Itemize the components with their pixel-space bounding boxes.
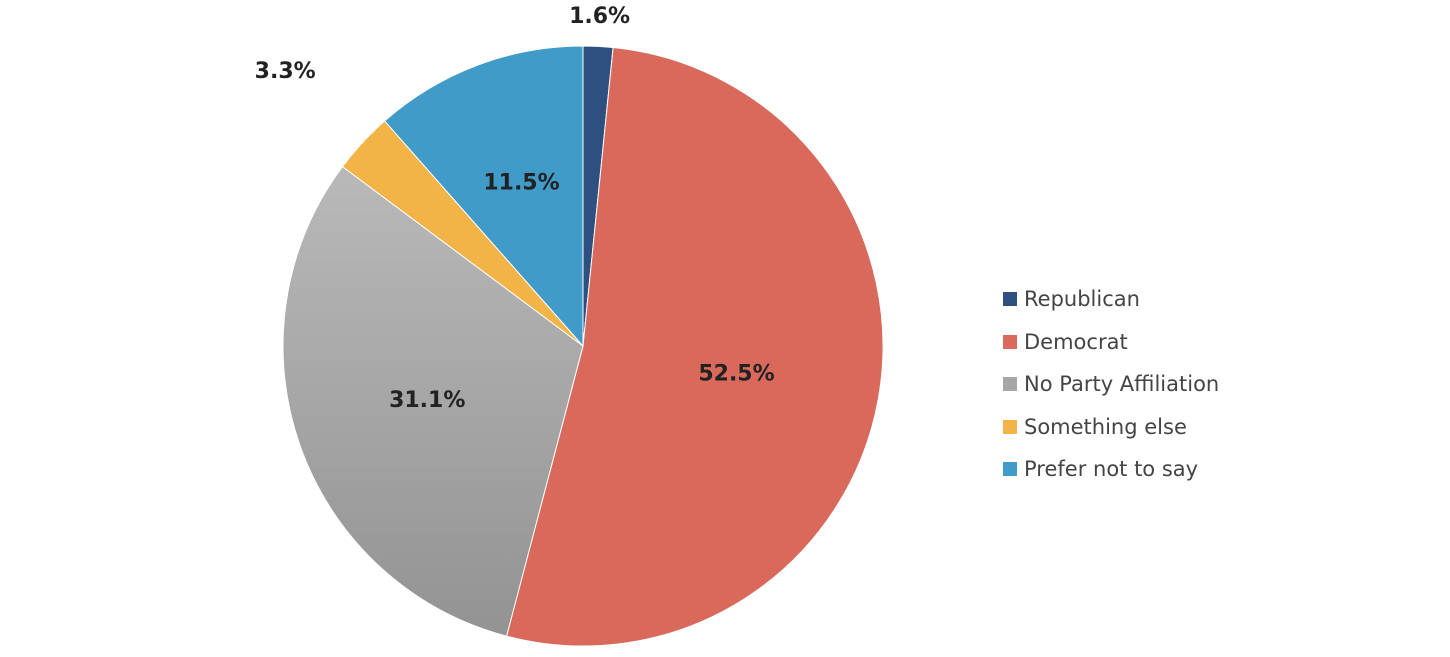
legend-label: Democrat — [1024, 329, 1128, 354]
legend-swatch — [1003, 292, 1017, 307]
legend-item-no-party-affiliation: No Party Affiliation — [1003, 363, 1219, 406]
data-label-prefer-not-to-say: 11.5% — [483, 171, 559, 196]
legend-item-republican: Republican — [1003, 278, 1219, 321]
pie-slice-democrat — [505, 46, 884, 647]
legend-label: Prefer not to say — [1024, 457, 1199, 482]
legend-swatch — [1003, 419, 1017, 434]
legend-swatch — [1003, 334, 1017, 349]
data-label-democrat: 52.5% — [698, 361, 774, 386]
legend-swatch — [1003, 377, 1017, 392]
legend-item-prefer-not-to-say: Prefer not to say — [1003, 448, 1219, 491]
pie-slice-prefer-not-to-say — [383, 45, 584, 348]
legend-label: Something else — [1024, 414, 1187, 439]
legend-swatch — [1003, 462, 1017, 477]
legend-label: No Party Affiliation — [1024, 372, 1220, 397]
pie-slices — [282, 45, 884, 647]
legend-item-something-else: Something else — [1003, 406, 1219, 449]
legend-label: Republican — [1024, 287, 1140, 312]
legend: Republican Democrat No Party Affiliation So… — [1003, 278, 1219, 491]
data-label-something-else: 3.3% — [255, 59, 316, 84]
legend-item-democrat: Democrat — [1003, 321, 1219, 364]
pie-slice-no-party-affiliation — [282, 165, 584, 637]
pie-data-labels: 1.6% 52.5% 31.1% 3.3% 11.5% — [255, 4, 775, 413]
data-label-no-party-affiliation: 31.1% — [389, 388, 465, 413]
data-label-republican: 1.6% — [569, 4, 630, 29]
